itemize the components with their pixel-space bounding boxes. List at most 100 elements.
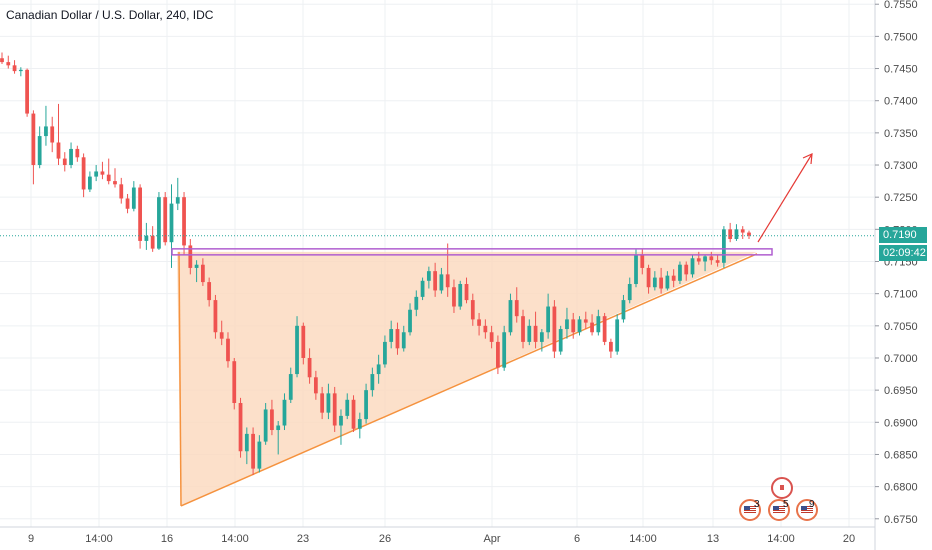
candle — [288, 367, 293, 404]
candle — [577, 316, 582, 336]
candle — [389, 320, 394, 349]
canada-flag-icon[interactable] — [771, 477, 793, 499]
candle-body — [684, 264, 689, 275]
candle — [6, 55, 11, 69]
us-flag-icon[interactable] — [739, 499, 761, 521]
price-tick-label: 0.7500 — [884, 31, 918, 43]
candle-body — [747, 232, 751, 236]
last-price-tag: 0.7190 — [879, 227, 927, 243]
price-axis[interactable]: 0.7550 0.7500 0.7450 0.7400 0.7350 0.7300 0.72… — [874, 0, 918, 550]
candle — [715, 255, 720, 267]
candle-body — [602, 316, 607, 342]
candle — [12, 60, 17, 74]
price-tick-label: 0.6850 — [884, 449, 918, 461]
candle — [188, 238, 193, 275]
candle — [364, 383, 368, 424]
candle-body — [276, 425, 281, 431]
candle — [119, 177, 124, 204]
candle-body — [364, 390, 368, 420]
candle-body — [119, 184, 124, 199]
candle-body — [370, 374, 375, 391]
candle-body — [18, 69, 23, 72]
price-tick-label: 0.7250 — [884, 192, 918, 204]
candle — [18, 67, 23, 77]
candle-body — [383, 341, 387, 365]
candle-body — [313, 377, 318, 394]
candle — [546, 293, 551, 339]
candle-body — [696, 258, 701, 262]
candle-body — [734, 229, 739, 239]
candle-body — [144, 235, 149, 241]
candle — [722, 226, 726, 268]
candle-body — [678, 264, 682, 281]
candle-body — [301, 325, 306, 358]
candle-body — [722, 229, 726, 263]
drawings — [0, 153, 875, 256]
candle-body — [558, 329, 563, 352]
candle-body — [376, 364, 381, 375]
candle — [621, 294, 626, 323]
price-tick-label: 0.7100 — [884, 289, 918, 301]
candle-body — [0, 58, 4, 63]
candle — [326, 383, 331, 420]
candle — [452, 279, 456, 313]
candle-body — [546, 306, 551, 333]
candle-body — [131, 187, 136, 209]
candle-body — [150, 235, 155, 249]
candle-body — [527, 325, 532, 342]
price-tick-label: 0.6900 — [884, 417, 918, 429]
candle-body — [345, 399, 350, 416]
candle-body — [445, 274, 450, 288]
candle-body — [295, 325, 299, 375]
us-flag-icon[interactable] — [796, 499, 818, 521]
projection-arrow — [757, 153, 813, 243]
candle — [238, 397, 243, 458]
candle — [213, 294, 218, 339]
candle — [433, 262, 438, 297]
candle-body — [715, 260, 720, 263]
time-axis[interactable]: 9 14:00 16 14:00 23 26 Apr 6 14:00 13 14:00 20 — [0, 526, 875, 545]
event-count: 3 — [754, 499, 760, 510]
candle — [150, 226, 155, 252]
candle-body — [652, 277, 657, 288]
candle — [182, 192, 186, 256]
candle — [527, 319, 532, 346]
candle-body — [458, 284, 463, 307]
candle — [138, 184, 142, 249]
candle-body — [194, 264, 199, 268]
candle — [395, 322, 400, 355]
candle-body — [25, 69, 29, 114]
candle-body — [565, 319, 569, 330]
candle-body — [200, 264, 205, 283]
candle-body — [571, 319, 576, 333]
candle — [671, 269, 676, 288]
candle-body — [50, 126, 55, 143]
candle-body — [87, 176, 92, 190]
candle-body — [169, 203, 174, 243]
candle-body — [238, 403, 243, 452]
candle — [734, 224, 739, 241]
candle-body — [62, 158, 67, 166]
candle-body — [577, 319, 582, 333]
support-trendline — [180, 253, 758, 507]
candle — [144, 222, 149, 250]
candle-body — [514, 300, 519, 317]
candle-body — [207, 282, 212, 301]
candle-body — [640, 255, 645, 268]
price-tick-label: 0.7450 — [884, 64, 918, 76]
candle — [640, 248, 645, 275]
candle-body — [307, 357, 312, 378]
price-tick-label: 0.7300 — [884, 160, 918, 172]
candle-body — [163, 197, 168, 243]
candle — [263, 403, 268, 445]
us-flag-icon[interactable] — [768, 499, 790, 521]
candle — [0, 52, 4, 65]
candle-body — [665, 275, 670, 289]
candle — [106, 158, 111, 185]
candles — [0, 52, 751, 476]
candle — [533, 311, 538, 349]
candle-body — [690, 258, 695, 275]
time-tick-label: 23 — [297, 533, 309, 545]
